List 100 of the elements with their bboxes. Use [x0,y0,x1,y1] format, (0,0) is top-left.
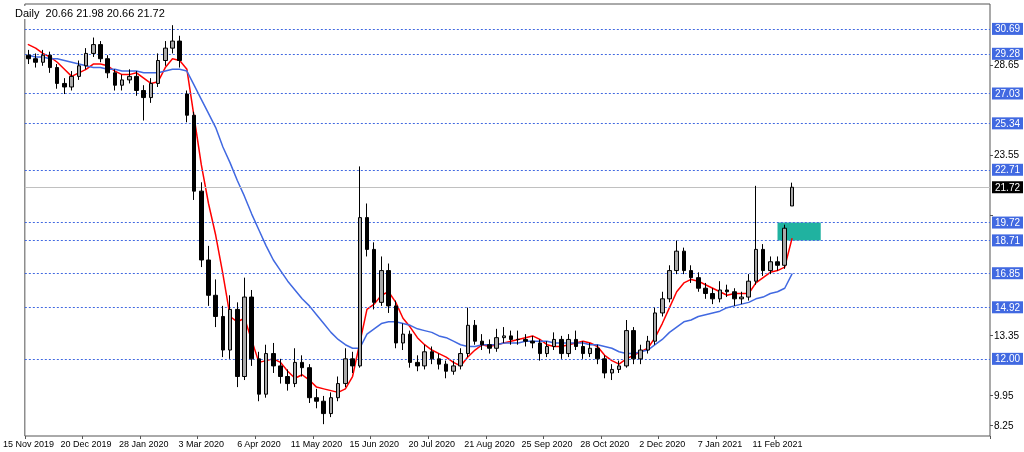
candlestick [768,255,773,275]
candlestick [192,111,196,201]
candlestick [761,243,765,277]
candlestick [350,351,355,374]
candlestick [466,307,470,358]
ref-line-label: 16.85 [995,267,1021,279]
candlestick [458,347,463,370]
ref-line-label: 21.72 [995,181,1021,193]
x-tick-label: 15 Nov 2019 [2,438,54,449]
candlestick [221,305,225,358]
candlestick [703,282,708,300]
candlestick [26,49,31,65]
candlestick [48,51,52,74]
candlestick [732,287,737,307]
candlestick [473,319,477,346]
candlestick [149,77,153,104]
candlestick [739,291,744,305]
x-tick-label: 25 Sep 2020 [521,438,573,449]
candlestick [69,70,74,92]
candlestick [285,368,290,392]
candlestick [365,202,369,257]
candlestick [710,287,715,305]
candlestick [134,70,139,97]
candlestick [523,333,528,347]
candlestick [574,330,578,351]
ref-line-label: 30.69 [995,23,1021,35]
candlestick [33,52,38,69]
candlestick [300,354,304,378]
candlestick [185,90,189,123]
candlestick [62,77,67,95]
x-tick-label: 2 Dec 2020 [639,438,686,449]
candlestick [199,181,204,268]
candlestick [538,338,542,362]
candlestick [386,263,391,314]
candlestick [321,395,326,425]
candlestick [509,330,513,346]
candlestick [213,278,218,328]
candlestick [372,241,376,310]
candlestick [177,35,182,69]
x-tick-label: 6 Apr 2020 [237,438,281,449]
candlestick [746,273,751,302]
candlestick [379,255,384,307]
candlestick [696,271,701,293]
candlestick [278,358,283,385]
x-tick-label: 21 Aug 2020 [464,438,515,449]
candlestick [394,300,398,349]
candlestick [530,335,535,349]
candlestick [55,63,59,90]
x-tick-label: 11 Feb 2021 [752,438,803,449]
candlestick [480,333,484,351]
candlestick [725,284,729,298]
candlestick [437,353,441,370]
y-tick-label: 23.55 [994,149,1020,161]
candlestick [249,289,254,367]
y-tick-label: 28.65 [994,59,1020,71]
candlestick [156,52,160,88]
candlestick [257,351,261,402]
x-tick-label: 3 Mar 2020 [178,438,225,449]
candlestick [422,344,427,370]
candlestick [631,326,636,365]
chart-title: Daily 20.66 21.98 20.66 21.72 [15,6,165,19]
candlestick [120,74,124,92]
x-tick-label: 20 Dec 2019 [60,438,112,449]
candlestick [487,338,492,355]
ref-line-label: 27.03 [995,88,1021,100]
candlestick [314,388,319,409]
candlestick [754,185,758,286]
candlestick [682,247,686,275]
ref-line-label: 12.00 [995,353,1021,365]
candlestick [790,182,794,207]
candlestick [264,344,268,399]
candlestick [638,344,643,365]
candlestick [782,224,787,270]
ref-line-label: 29.28 [995,48,1021,60]
candlestick [105,54,110,79]
ref-line-label: 25.34 [995,117,1021,129]
y-tick-label: 8.25 [994,419,1014,431]
candlestick [451,360,456,376]
candlestick [595,344,600,365]
candlestick [588,342,592,358]
y-tick-label: 9.95 [994,389,1014,401]
candlestick [689,264,693,284]
candlestick [336,376,340,402]
candlestick [170,24,175,54]
candlestick [602,354,607,379]
candlestick [293,347,297,388]
candlestick [127,68,132,84]
candlestick [228,294,232,360]
candlestick [271,342,276,374]
candlestick [646,335,650,355]
candlestick [408,330,412,369]
candlestick [307,363,312,404]
x-tick-label: 20 Jul 2020 [408,438,456,449]
candlestick [329,391,333,418]
candlestick [581,340,585,360]
candlestick [206,245,211,307]
x-tick-label: 15 Jun 2020 [349,438,399,449]
candlestick [444,360,448,379]
candlestick [358,165,362,369]
candlestick [84,47,88,70]
